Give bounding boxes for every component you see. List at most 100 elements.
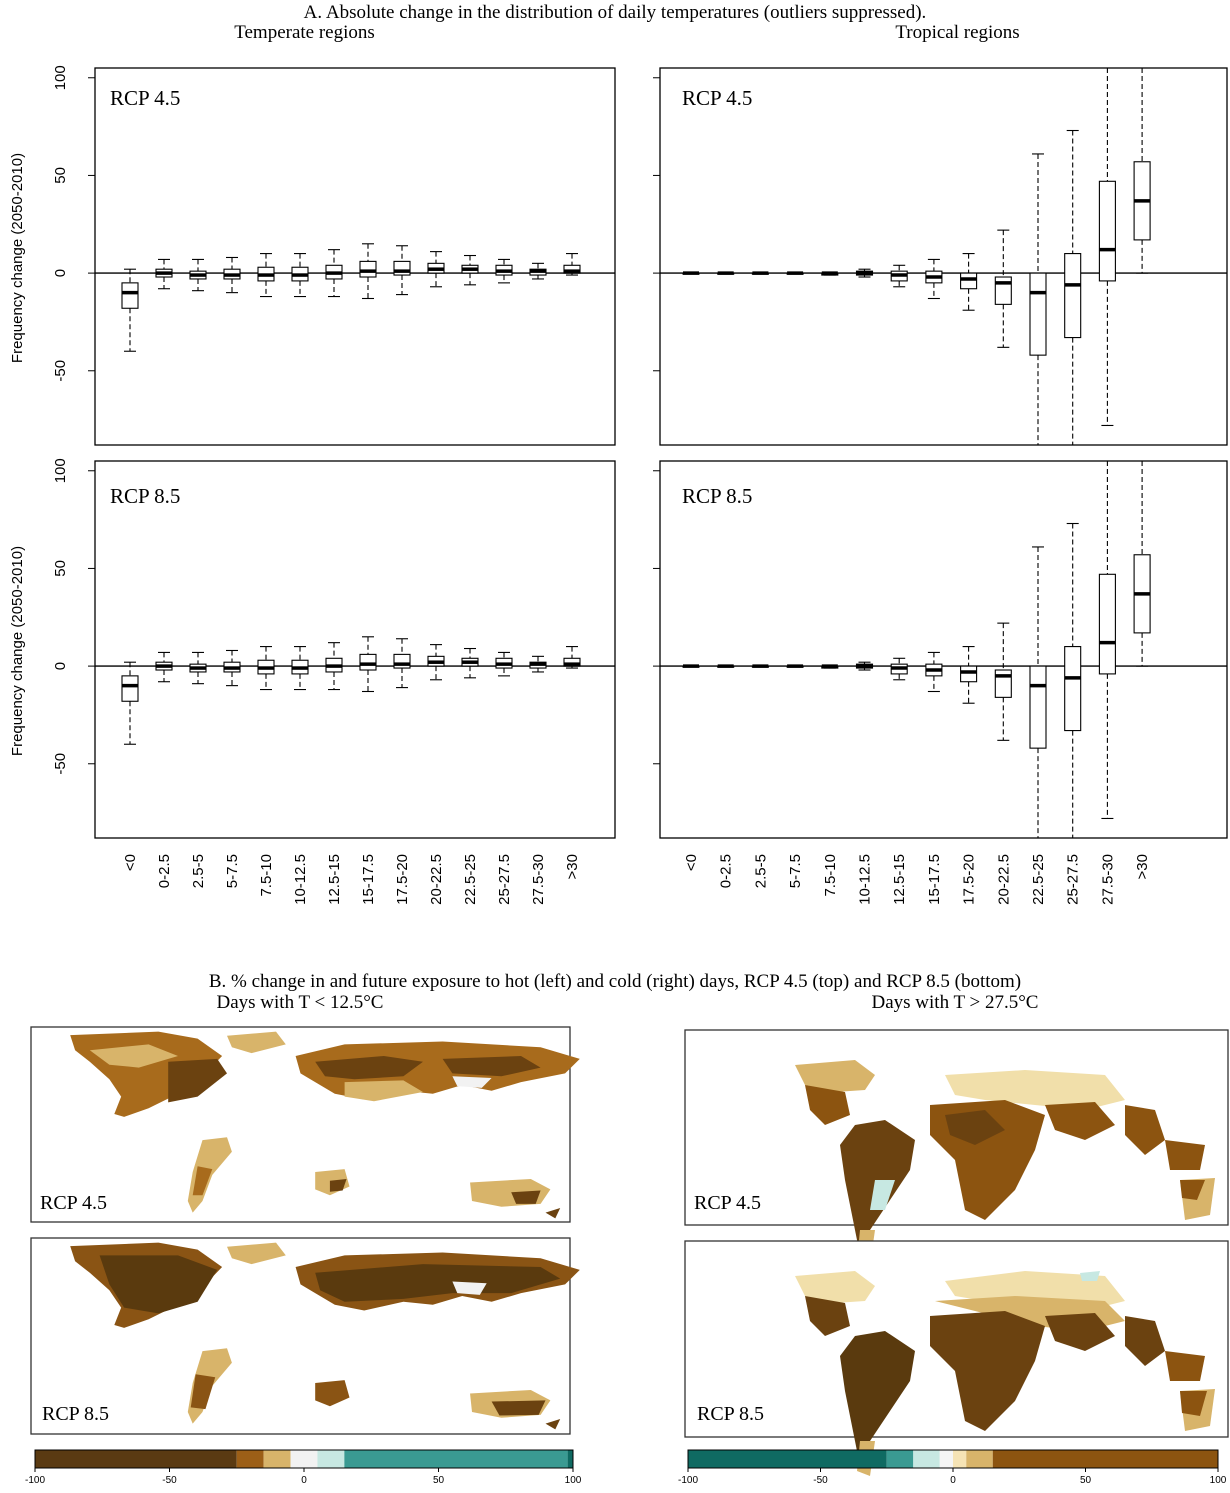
box-10-12.5 [855, 661, 874, 671]
col-title-temperate: Temperate regions [234, 22, 375, 43]
colorbar-segment [290, 1450, 318, 1468]
colorbar-tick-label: 0 [950, 1475, 956, 1486]
box-body [1064, 646, 1082, 732]
y-tick-label: 50 [52, 167, 69, 184]
label-tropical-rcp85: RCP 8.5 [682, 484, 753, 508]
box-17.5-20 [393, 245, 411, 296]
box-body [563, 264, 581, 274]
box-20-22.5 [427, 251, 445, 288]
colorbar-segment [35, 1450, 237, 1468]
box-body [1098, 180, 1116, 282]
box-20-22.5 [994, 622, 1012, 741]
box-25-27.5 [495, 651, 513, 677]
x-tick-label: 0-2.5 [718, 854, 735, 888]
ylabel-bottom: Frequency change (2050-2010) [9, 546, 26, 756]
box-27.5-30 [529, 262, 547, 280]
colorbar-tick-label: -100 [678, 1475, 698, 1486]
box-20-22.5 [994, 229, 1012, 348]
box-25-27.5 [1064, 129, 1082, 445]
box-12.5-15 [325, 249, 343, 298]
x-tick-label: 17.5-20 [961, 854, 978, 905]
x-tick-label: <0 [122, 854, 139, 871]
plot-temperate-rcp45: -50 0 50 100 [52, 65, 616, 446]
ylabel-top: Frequency change (2050-2010) [9, 153, 26, 363]
box-22.5-25 [461, 254, 479, 286]
x-tick-label: 25-27.5 [496, 854, 513, 905]
box-12.5-15 [890, 657, 908, 681]
colorbar-segment [953, 1450, 967, 1468]
box-20-22.5 [427, 644, 445, 681]
panel-a-title: A. Absolute change in the distribution o… [303, 2, 927, 23]
x-tick-label: 2.5-5 [190, 854, 207, 888]
x-tick-label: 27.5-30 [1099, 854, 1116, 905]
box-5-7.5 [223, 256, 241, 294]
plot-tropical-rcp85: <0 0-2.5 2.5-5 5-7.5 7.5-10 10-12.5 12.5-15 15-… [653, 460, 1228, 905]
box-17.5-20 [393, 638, 411, 689]
box->30 [563, 646, 581, 669]
box-0-2.5 [717, 664, 735, 668]
box-27.5-30 [1098, 461, 1116, 820]
x-tick-label: 5-7.5 [787, 854, 804, 888]
map-label-hot-rcp85: RCP 8.5 [697, 1403, 765, 1425]
colorbar-segment [966, 1450, 993, 1468]
map-hot-rcp45 [684, 1029, 1229, 1265]
x-tick-label: 15-17.5 [360, 854, 377, 905]
box-7.5-10 [257, 253, 275, 298]
x-tick-label: 15-17.5 [926, 854, 943, 905]
box-0-2.5 [717, 271, 735, 275]
x-tick-label: 5-7.5 [224, 854, 241, 888]
y-tick-label: 100 [52, 65, 69, 90]
box-25-27.5 [495, 258, 513, 284]
plot-tropical-rcp45 [653, 67, 1228, 446]
box-body [563, 657, 581, 667]
x-tick-label: 22.5-25 [462, 854, 479, 905]
y-tick-label: 100 [52, 458, 69, 483]
map-label-cold-rcp45: RCP 4.5 [40, 1192, 108, 1214]
colorbar-right: -100 -50 0 50 100 [678, 1449, 1227, 1486]
colorbar-segment [939, 1450, 953, 1468]
panel-b-title: B. % change in and future exposure to ho… [208, 971, 1022, 992]
plot-frame [659, 67, 1228, 446]
map-hot-rcp85 [684, 1240, 1229, 1476]
box-<0 [121, 661, 139, 745]
box-body [1098, 573, 1116, 675]
box-22.5-25 [461, 647, 479, 679]
box-10-12.5 [855, 268, 874, 278]
x-tick-label: 0-2.5 [156, 854, 173, 888]
x-tick-label: 20-22.5 [995, 854, 1012, 905]
box-22.5-25 [1029, 153, 1047, 445]
x-tick-label: <0 [683, 854, 700, 871]
y-tick-label: -50 [52, 753, 69, 775]
box-body [121, 282, 139, 309]
box-2.5-5 [189, 258, 207, 292]
colorbar-tick-label: 100 [565, 1475, 582, 1486]
colorbar-segment [567, 1450, 573, 1468]
y-tick-label: 50 [52, 560, 69, 577]
colorbar-segment [344, 1450, 568, 1468]
box->30 [563, 253, 581, 276]
box-7.5-10 [821, 664, 839, 669]
colorbar-segment [263, 1450, 291, 1468]
colorbar-segment [688, 1450, 887, 1468]
map-title-cold: Days with T < 12.5°C [216, 992, 384, 1013]
colorbar-tick-label: 100 [1210, 1475, 1227, 1486]
box-body [960, 272, 978, 290]
y-tick-label: -50 [52, 360, 69, 382]
box->30 [1133, 461, 1151, 667]
map-title-hot: Days with T > 27.5°C [871, 992, 1039, 1013]
x-tick-label: 7.5-10 [258, 854, 275, 897]
colorbar-tick-label: 50 [433, 1475, 445, 1486]
label-temperate-rcp45: RCP 4.5 [110, 86, 181, 110]
box-body [1064, 253, 1082, 339]
box-25-27.5 [1064, 522, 1082, 838]
box-15-17.5 [359, 243, 377, 300]
box-10-12.5 [291, 646, 309, 691]
box-5-7.5 [223, 649, 241, 687]
plot-frame [659, 460, 1228, 839]
colorbar-tick-label: -50 [813, 1475, 828, 1486]
colorbar-tick-label: -100 [25, 1475, 45, 1486]
label-temperate-rcp85: RCP 8.5 [110, 484, 181, 508]
map-label-hot-rcp45: RCP 4.5 [694, 1192, 762, 1214]
plot-frame [94, 67, 616, 446]
x-tick-label: 25-27.5 [1065, 854, 1082, 905]
